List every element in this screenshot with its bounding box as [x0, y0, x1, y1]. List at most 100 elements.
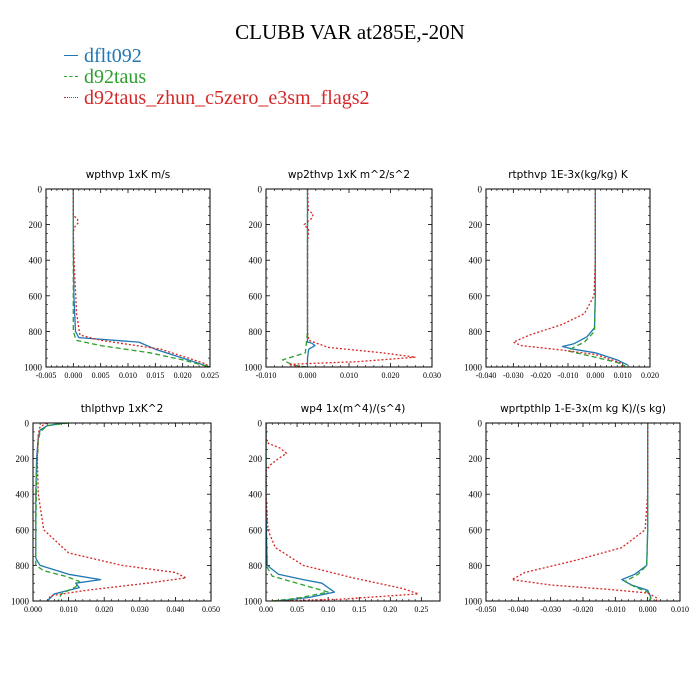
x-tick-label: -0.010	[605, 605, 626, 614]
x-tick-label: 0.020	[641, 371, 659, 380]
x-tick-label: -0.005	[36, 371, 57, 380]
y-tick-label: 200	[16, 454, 30, 464]
y-tick-label: 800	[16, 561, 30, 571]
x-tick-label: 0.00	[259, 605, 273, 614]
x-tick-label: 0.020	[95, 605, 113, 614]
series-line-dflt092	[266, 423, 336, 601]
x-tick-label: 0.030	[131, 605, 149, 614]
x-tick-label: 0.010	[60, 605, 78, 614]
y-tick-label: 400	[16, 490, 30, 500]
series-line-dflt092	[621, 423, 652, 601]
x-tick-label: 0.020	[174, 371, 192, 380]
x-tick-label: -0.010	[558, 371, 579, 380]
x-tick-label: 0.000	[586, 371, 604, 380]
y-tick-label: 600	[469, 525, 483, 535]
y-tick-label: 200	[249, 454, 263, 464]
series-line-d92taus-zhun-c5zero-e3sm-flags2	[288, 189, 417, 367]
y-tick-label: 600	[249, 291, 263, 301]
legend-swatch-icon	[64, 54, 78, 56]
y-tick-label: 1000	[244, 363, 263, 373]
y-tick-label: 800	[469, 561, 483, 571]
x-tick-label: 0.10	[321, 605, 335, 614]
chart-title: CLUBB VAR at285E,-20N	[235, 20, 465, 44]
x-tick-label: -0.020	[573, 605, 594, 614]
legend-label: dflt092	[84, 45, 142, 67]
y-tick-label: 1000	[24, 363, 43, 373]
x-tick-label: -0.050	[476, 605, 497, 614]
x-tick-label: 0.000	[299, 371, 317, 380]
y-tick-label: 600	[29, 291, 43, 301]
y-tick-label: 400	[249, 256, 263, 266]
x-tick-label: 0.040	[166, 605, 184, 614]
panel-title: thlpthvp 1xK^2	[81, 403, 164, 415]
y-tick-label: 800	[469, 327, 483, 337]
plot-frame	[45, 188, 211, 368]
legend-item-d92taus: d92taus	[64, 67, 146, 87]
y-tick-label: 0	[38, 185, 43, 195]
y-tick-label: 400	[249, 490, 263, 500]
y-tick-label: 400	[469, 490, 483, 500]
x-tick-label: 0.010	[614, 371, 632, 380]
series-line-dflt092	[72, 189, 210, 367]
legend-label: d92taus	[84, 66, 147, 88]
y-tick-label: 800	[29, 327, 43, 337]
legend-swatch-icon	[64, 75, 78, 77]
x-tick-label: 0.010	[671, 605, 689, 614]
y-tick-label: 600	[249, 525, 263, 535]
x-tick-label: 0.025	[201, 371, 219, 380]
y-tick-label: 0	[25, 419, 30, 429]
y-tick-label: 600	[16, 525, 30, 535]
plot-frame	[485, 188, 651, 368]
panel-title: rtpthvp 1E-3x(kg/kg) K	[508, 169, 629, 181]
series-line-d92taus	[624, 423, 652, 601]
x-tick-label: -0.010	[256, 371, 277, 380]
y-tick-label: 600	[469, 291, 483, 301]
plot-frame	[32, 422, 212, 602]
legend-item-d92taus-zhun: d92taus_zhun_c5zero_e3sm_flags2	[64, 88, 369, 108]
legend-swatch-icon	[64, 96, 78, 98]
x-tick-label: 0.000	[24, 605, 42, 614]
x-tick-label: -0.040	[508, 605, 529, 614]
series-line-dflt092	[35, 423, 102, 601]
y-tick-label: 1000	[244, 597, 263, 607]
x-tick-label: 0.000	[64, 371, 82, 380]
chart-panel-3: rtpthvp 1E-3x(kg/kg) K02004006008001000-…	[464, 169, 659, 380]
series-line-dflt092	[306, 189, 316, 367]
x-tick-label: 0.15	[352, 605, 366, 614]
y-tick-label: 1000	[11, 597, 30, 607]
y-tick-label: 0	[258, 185, 263, 195]
series-line-d92taus-zhun-c5zero-e3sm-flags2	[511, 423, 659, 601]
y-tick-label: 1000	[464, 363, 483, 373]
y-tick-label: 400	[469, 256, 483, 266]
legend-label: d92taus_zhun_c5zero_e3sm_flags2	[84, 87, 370, 109]
panel-title: wp2thvp 1xK m^2/s^2	[288, 169, 410, 181]
x-tick-label: 0.005	[92, 371, 110, 380]
series-line-d92taus-zhun-c5zero-e3sm-flags2	[266, 423, 419, 601]
y-tick-label: 0	[478, 419, 483, 429]
y-tick-label: 0	[478, 185, 483, 195]
chart-panel-2: wp2thvp 1xK m^2/s^2 0 200 400 600 800 1000-0.0…	[244, 169, 441, 380]
y-tick-label: 200	[249, 220, 263, 230]
x-tick-label: 0.25	[414, 605, 428, 614]
panel-title: wp4 1x(m^4)/(s^4)	[301, 403, 406, 415]
x-tick-label: 0.010	[340, 371, 358, 380]
x-tick-label: -0.030	[503, 371, 524, 380]
y-tick-label: 800	[249, 561, 263, 571]
y-tick-label: 200	[29, 220, 43, 230]
legend-item-dflt092: dflt092	[64, 46, 142, 66]
plot-frame	[265, 188, 433, 368]
x-tick-label: 0.020	[382, 371, 400, 380]
y-tick-label: 0	[258, 419, 263, 429]
x-tick-label: 0.20	[383, 605, 397, 614]
x-tick-label: 0.000	[639, 605, 657, 614]
x-tick-label: 0.015	[146, 371, 164, 380]
x-tick-label: 0.010	[119, 371, 137, 380]
x-tick-label: 0.030	[423, 371, 441, 380]
series-line-d92taus	[72, 189, 210, 367]
x-tick-label: -0.020	[530, 371, 551, 380]
y-tick-label: 400	[29, 256, 43, 266]
series-line-d92taus-zhun-c5zero-e3sm-flags2	[512, 189, 624, 367]
x-tick-label: 0.050	[202, 605, 220, 614]
